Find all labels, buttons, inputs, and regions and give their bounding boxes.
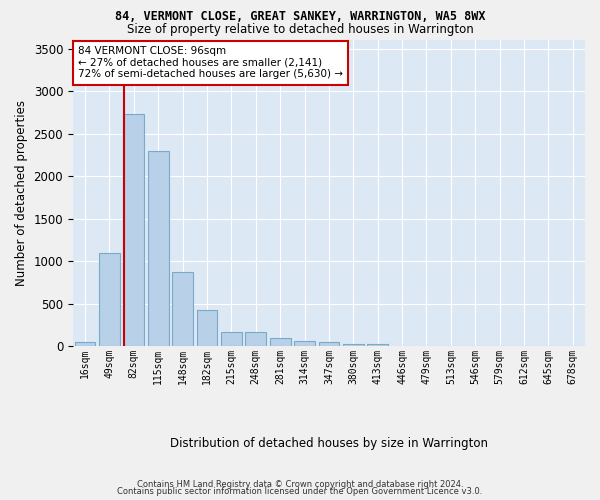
Text: 84, VERMONT CLOSE, GREAT SANKEY, WARRINGTON, WA5 8WX: 84, VERMONT CLOSE, GREAT SANKEY, WARRING… bbox=[115, 10, 485, 23]
Bar bbox=[367, 344, 388, 346]
Bar bbox=[124, 114, 144, 346]
Text: Size of property relative to detached houses in Warrington: Size of property relative to detached ho… bbox=[127, 22, 473, 36]
X-axis label: Distribution of detached houses by size in Warrington: Distribution of detached houses by size … bbox=[170, 437, 488, 450]
Bar bbox=[197, 310, 217, 346]
Bar bbox=[148, 152, 169, 346]
Text: Contains HM Land Registry data © Crown copyright and database right 2024.: Contains HM Land Registry data © Crown c… bbox=[137, 480, 463, 489]
Bar bbox=[245, 332, 266, 346]
Bar bbox=[172, 272, 193, 346]
Text: 84 VERMONT CLOSE: 96sqm
← 27% of detached houses are smaller (2,141)
72% of semi: 84 VERMONT CLOSE: 96sqm ← 27% of detache… bbox=[78, 46, 343, 80]
Y-axis label: Number of detached properties: Number of detached properties bbox=[15, 100, 28, 286]
Bar bbox=[221, 332, 242, 346]
Bar bbox=[294, 341, 315, 346]
Bar bbox=[319, 342, 340, 346]
Bar bbox=[99, 252, 120, 346]
Bar bbox=[343, 344, 364, 346]
Bar bbox=[75, 342, 95, 346]
Bar bbox=[270, 338, 290, 346]
Text: Contains public sector information licensed under the Open Government Licence v3: Contains public sector information licen… bbox=[118, 488, 482, 496]
